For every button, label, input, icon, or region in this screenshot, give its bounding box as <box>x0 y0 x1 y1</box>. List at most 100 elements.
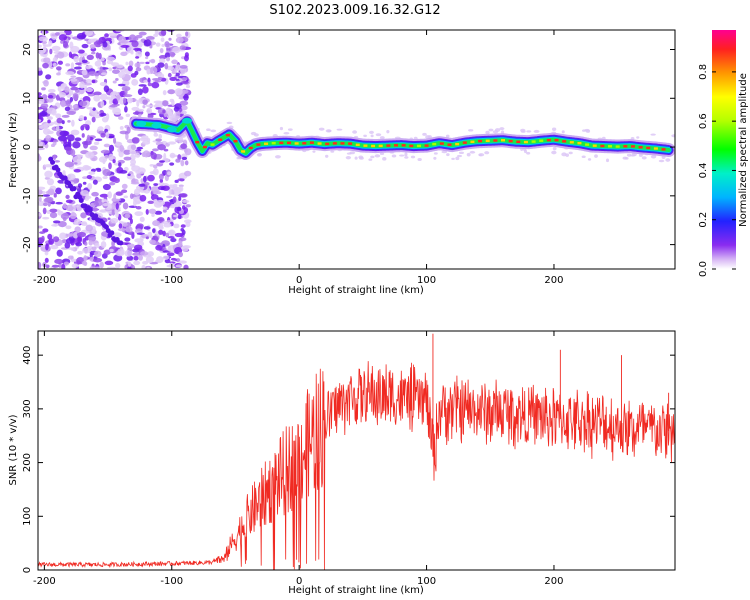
snr-frame <box>37 330 676 571</box>
noise-speck <box>115 191 123 196</box>
noise-speck <box>61 120 65 125</box>
noise-speck <box>174 179 179 184</box>
noise-speck <box>42 207 47 215</box>
streak-blob <box>71 186 77 192</box>
noise-speck <box>51 108 57 116</box>
noise-speck <box>93 200 103 207</box>
noise-speck <box>102 41 108 48</box>
noise-speck <box>117 83 126 87</box>
noise-speck <box>650 133 656 136</box>
noise-speck <box>93 40 103 48</box>
noise-speck <box>146 266 151 269</box>
noise-speck <box>42 202 48 207</box>
noise-speck <box>153 183 159 186</box>
noise-speck <box>70 75 77 78</box>
noise-speck <box>46 178 55 186</box>
noise-speck <box>124 237 131 242</box>
noise-speck <box>174 258 178 262</box>
noise-speck <box>84 165 92 170</box>
noise-speck <box>118 162 122 167</box>
noise-speck <box>47 188 55 196</box>
noise-speck <box>110 217 119 224</box>
noise-speck <box>145 236 149 240</box>
noise-speck <box>93 250 102 258</box>
noise-speck <box>85 87 94 93</box>
snr-y-tick-label: 400 <box>22 346 33 365</box>
noise-speck <box>136 146 144 150</box>
noise-speck <box>526 151 531 155</box>
noise-speck <box>73 55 80 63</box>
noise-speck <box>88 38 97 43</box>
noise-speck <box>128 34 137 42</box>
snr-y-axis-label: SNR (10 * v/v) <box>8 414 19 485</box>
ridge-core <box>271 141 276 145</box>
noise-speck <box>120 44 130 48</box>
noise-speck <box>399 154 405 157</box>
noise-speck <box>48 238 55 245</box>
noise-speck <box>671 134 675 138</box>
noise-speck <box>129 193 134 200</box>
colorbar-tick-label: 0.0 <box>698 261 709 277</box>
noise-speck <box>94 60 102 67</box>
noise-speck <box>379 136 385 140</box>
noise-speck <box>70 62 75 70</box>
noise-speck <box>185 204 191 208</box>
noise-speck <box>145 208 149 215</box>
noise-speck <box>178 240 183 247</box>
snr-x-axis-label: Height of straight line (km) <box>288 585 424 596</box>
noise-speck <box>74 137 82 142</box>
noise-speck <box>50 244 59 250</box>
noise-speck <box>185 221 191 228</box>
noise-speck <box>51 224 59 227</box>
noise-speck <box>62 170 66 176</box>
noise-speck <box>77 49 85 54</box>
noise-speck <box>62 40 69 48</box>
noise-speck <box>171 118 176 121</box>
noise-speck <box>45 243 49 251</box>
noise-speck <box>274 155 281 159</box>
noise-speck <box>169 76 177 81</box>
noise-speck <box>69 41 74 49</box>
noise-speck <box>118 223 123 229</box>
noise-speck <box>72 231 79 239</box>
noise-speck <box>102 176 108 180</box>
noise-speck <box>55 125 60 132</box>
ridge-core <box>592 144 597 147</box>
ridge-core <box>386 144 391 147</box>
noise-speck <box>75 242 83 247</box>
spectrogram-x-axis-label: Height of straight line (km) <box>288 285 424 296</box>
noise-speck <box>163 148 169 152</box>
noise-speck <box>131 137 140 144</box>
noise-speck <box>99 66 103 74</box>
noise-speck <box>150 67 154 74</box>
noise-speck <box>104 260 114 266</box>
noise-speck <box>97 198 102 202</box>
noise-speck <box>106 96 111 100</box>
noise-speck <box>130 181 140 185</box>
ridge-core <box>462 141 467 144</box>
noise-speck <box>72 104 78 109</box>
noise-speck <box>43 128 51 135</box>
noise-speck <box>167 235 175 239</box>
streak-blob <box>105 228 111 234</box>
noise-speck <box>363 134 367 138</box>
noise-speck <box>154 210 163 215</box>
noise-speck <box>166 56 171 62</box>
noise-speck <box>120 51 128 57</box>
noise-speck <box>81 59 88 64</box>
ridge-core <box>317 142 322 145</box>
noise-speck <box>179 100 189 106</box>
noise-speck <box>117 227 127 232</box>
noise-speck <box>116 94 121 101</box>
noise-speck <box>96 168 102 172</box>
ridge-core <box>363 144 368 147</box>
ridge-core <box>661 148 666 151</box>
noise-speck <box>127 97 133 104</box>
noise-speck <box>38 140 43 148</box>
noise-speck <box>150 58 156 64</box>
noise-speck <box>38 92 42 96</box>
ridge-core <box>569 141 574 144</box>
noise-speck <box>102 61 106 66</box>
ridge-core <box>340 142 345 145</box>
noise-speck <box>178 260 187 264</box>
